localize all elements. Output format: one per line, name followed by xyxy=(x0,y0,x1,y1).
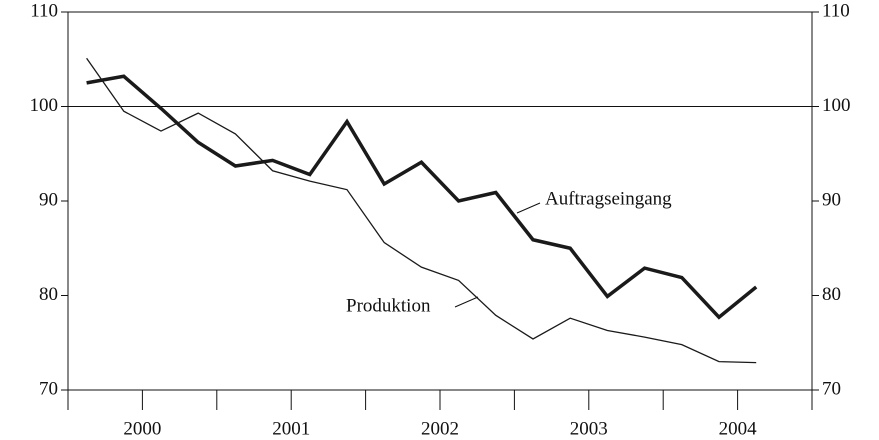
x-tick-label: 2001 xyxy=(272,418,310,439)
series-label: Produktion xyxy=(346,295,431,316)
series-line xyxy=(86,57,757,364)
series-line xyxy=(86,74,758,320)
y2-tick-label: 90 xyxy=(822,189,841,210)
x-tick-label: 2002 xyxy=(421,418,459,439)
y-tick-label: 80 xyxy=(39,284,58,305)
y-tick-label: 110 xyxy=(30,0,58,21)
x-tick-label: 2004 xyxy=(719,418,758,439)
y-tick-label: 90 xyxy=(39,189,58,210)
y2-tick-label: 110 xyxy=(822,0,850,21)
leader-line xyxy=(454,296,479,308)
leader-line xyxy=(516,202,541,214)
series-label: Auftragseingang xyxy=(545,188,672,209)
y-tick-label: 70 xyxy=(39,378,58,399)
y2-tick-label: 70 xyxy=(822,378,841,399)
x-tick-label: 2000 xyxy=(123,418,161,439)
x-tick-label: 2003 xyxy=(570,418,608,439)
y-tick-label: 100 xyxy=(30,95,59,116)
y2-tick-label: 80 xyxy=(822,284,841,305)
plot-frame xyxy=(67,11,813,391)
y2-tick-label: 100 xyxy=(822,95,851,116)
